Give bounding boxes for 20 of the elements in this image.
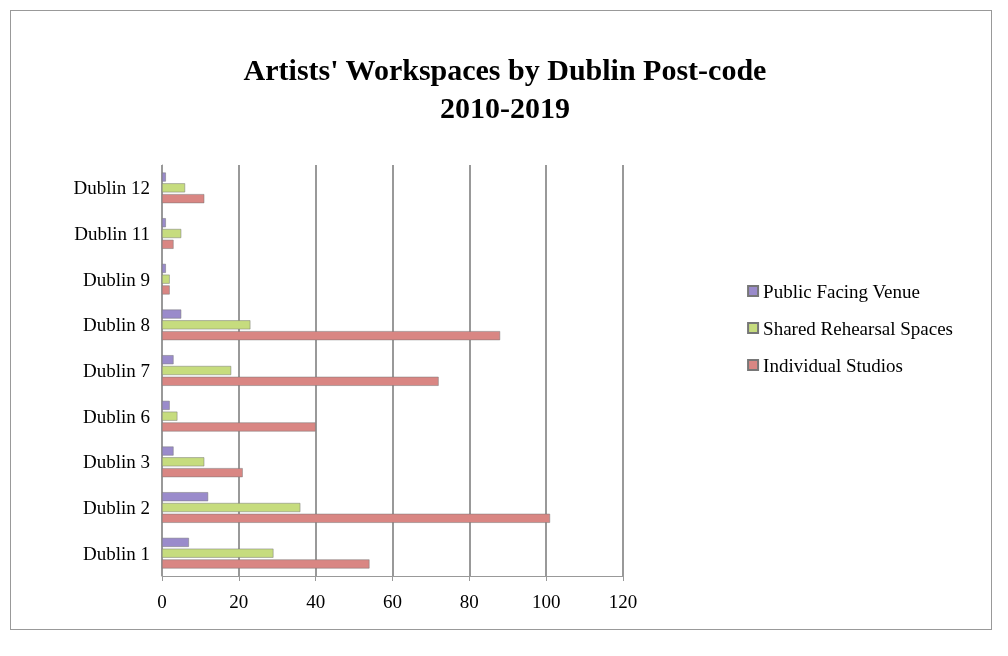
y-tick-label: Dublin 11 xyxy=(74,223,150,244)
x-tick-label: 120 xyxy=(608,591,638,612)
y-tick-label: Dublin 3 xyxy=(82,451,150,473)
x-tick-label: 40 xyxy=(306,591,326,612)
x-tick-label: 20 xyxy=(229,591,249,612)
legend-label: Public Facing Venue xyxy=(763,280,920,302)
y-tick-label: Dublin 2 xyxy=(82,497,150,518)
x-tick-label: 0 xyxy=(157,591,167,612)
legend-label: Individual Studios xyxy=(763,354,903,376)
x-tick-label: 80 xyxy=(459,591,479,612)
legend-label: Shared Rehearsal Spaces xyxy=(763,317,954,339)
y-tick-label: Dublin 7 xyxy=(82,360,150,381)
x-tick-label: 100 xyxy=(531,591,561,612)
y-tick-label: Dublin 1 xyxy=(82,542,150,564)
chart-title: Artists' Workspaces by Dublin Post-code 2010-2019 xyxy=(243,52,767,124)
y-tick-label: Dublin 8 xyxy=(82,314,150,336)
y-tick-label: Dublin 6 xyxy=(82,405,150,427)
y-tick-label: Dublin 12 xyxy=(73,177,150,199)
y-tick-label: Dublin 9 xyxy=(82,268,150,290)
x-tick-label: 60 xyxy=(383,591,402,612)
